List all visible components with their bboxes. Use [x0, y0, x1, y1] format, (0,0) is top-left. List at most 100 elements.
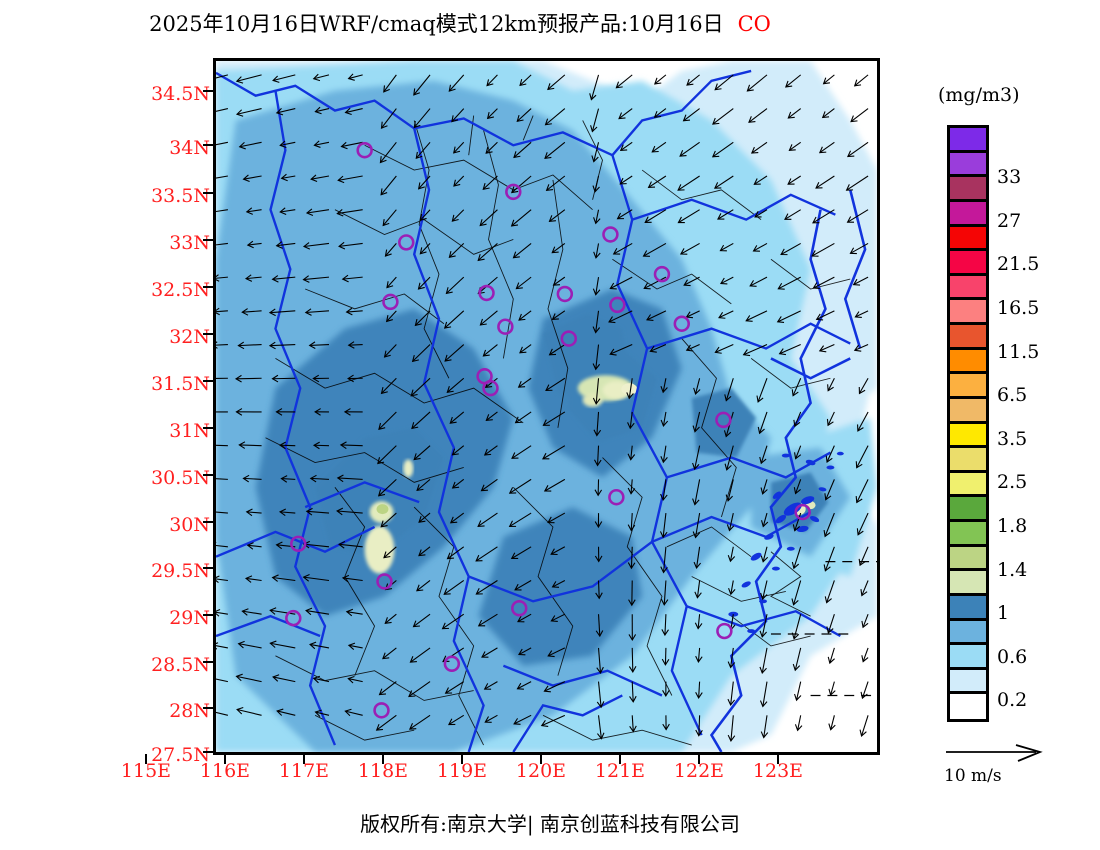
wind-vector: [718, 310, 734, 319]
wind-vector-head: [380, 387, 388, 395]
wind-vector: [547, 74, 566, 90]
wind-vector-head: [760, 555, 769, 563]
wind-scale-legend: 10 m/s: [944, 744, 1084, 786]
wind-vector-head: [594, 489, 603, 497]
wind-vector-head: [242, 474, 250, 483]
wind-vector: [346, 611, 363, 615]
wind-vector: [509, 478, 532, 494]
wind-vector: [725, 378, 734, 401]
wind-vector-head: [479, 219, 487, 227]
wind-vector-head: [345, 307, 353, 316]
wind-vector: [518, 647, 532, 656]
wind-vector: [419, 209, 431, 221]
wind-vector: [305, 609, 330, 615]
wind-vector: [827, 411, 835, 426]
wind-vector: [787, 108, 802, 119]
wind-vector-head: [444, 687, 453, 694]
wind-vector: [547, 512, 566, 523]
wind-vector: [483, 344, 498, 357]
wind-vector-head: [821, 111, 830, 119]
wind-vector-head: [279, 140, 287, 149]
wind-vector: [861, 715, 869, 737]
colorbar[interactable]: [947, 125, 989, 722]
wind-vector: [678, 209, 700, 224]
wind-vector: [777, 310, 801, 323]
wind-vector-head: [312, 73, 321, 82]
wind-vector: [617, 209, 633, 220]
wind-vector: [309, 643, 330, 649]
wind-vector: [856, 479, 869, 503]
wind-vector-head: [629, 695, 637, 703]
wind-vector: [383, 74, 397, 93]
wind-vector: [306, 209, 330, 214]
wind-vector-head: [244, 575, 253, 583]
wind-vector: [418, 175, 431, 190]
wind-vector: [413, 108, 431, 128]
wind-vector-head: [510, 219, 519, 227]
wind-vector-head: [595, 630, 604, 638]
wind-vector: [628, 378, 633, 399]
wind-vector-head: [417, 182, 425, 190]
wind-vector-head: [379, 156, 387, 164]
wind-vector-head: [347, 374, 354, 383]
wind-vector-head: [418, 515, 426, 523]
wind-vector-head: [477, 619, 486, 627]
map-plot-area[interactable]: [213, 58, 880, 755]
wind-vector: [680, 242, 700, 255]
wind-vector-head: [341, 574, 350, 583]
wind-vector-head: [244, 274, 253, 282]
wind-vector-head: [216, 307, 220, 316]
wind-vector: [595, 344, 600, 370]
wind-vector: [697, 614, 701, 629]
wind-vector: [478, 613, 498, 627]
wind-vector-head: [481, 651, 489, 658]
lat-tick-label: 30N: [169, 514, 210, 536]
wind-vector-head: [515, 282, 523, 290]
wind-vector: [513, 242, 532, 259]
colorbar-band: [950, 423, 986, 449]
wind-vector-head: [347, 73, 355, 81]
wind-vector: [346, 310, 363, 313]
wind-vector-head: [846, 150, 855, 158]
wind-vector: [339, 242, 363, 247]
wind-vector-head: [345, 608, 354, 617]
wind-vector: [712, 141, 734, 158]
wind-vector-head: [384, 617, 392, 624]
wind-vector-head: [593, 429, 602, 437]
title-text: 2025年10月16日WRF/cmaq模式12km预报产品:10月16日: [149, 12, 724, 36]
wind-vector: [413, 613, 431, 628]
wind-vector-head: [713, 182, 722, 189]
wind-vector: [381, 108, 397, 129]
wind-vector-head: [477, 254, 485, 262]
wind-vector: [648, 175, 667, 188]
wind-vector-head: [479, 318, 487, 326]
wind-vector-head: [826, 418, 834, 427]
wind-vector-head: [551, 313, 559, 320]
wind-vector-head: [760, 731, 769, 739]
wind-vector: [380, 175, 397, 196]
wind-vector-head: [411, 422, 419, 430]
wind-vector: [413, 74, 431, 96]
wind-vector: [418, 512, 431, 523]
lat-tick: [203, 286, 213, 288]
wind-vector-head: [338, 541, 346, 549]
wind-vector: [595, 310, 600, 333]
wind-vector-head: [612, 248, 621, 255]
wind-vector: [451, 108, 465, 122]
wind-vector: [383, 546, 397, 559]
wind-vector-head: [409, 656, 417, 663]
wind-vector: [824, 512, 835, 537]
wind-vector-head: [268, 308, 276, 317]
wind-vector: [341, 141, 363, 148]
wind-vector: [861, 681, 869, 699]
wind-vector-head: [514, 416, 522, 424]
colorbar-tick-label: 1.8: [997, 514, 1028, 537]
wind-vector-head: [449, 516, 458, 524]
wind-vector-head: [823, 564, 831, 572]
wind-vector: [694, 411, 701, 432]
wind-vector: [654, 108, 667, 118]
wind-vector-head: [512, 251, 520, 259]
wind-vector-head: [443, 588, 451, 595]
wind-vector-head: [235, 408, 243, 416]
wind-vector-head: [280, 475, 288, 483]
